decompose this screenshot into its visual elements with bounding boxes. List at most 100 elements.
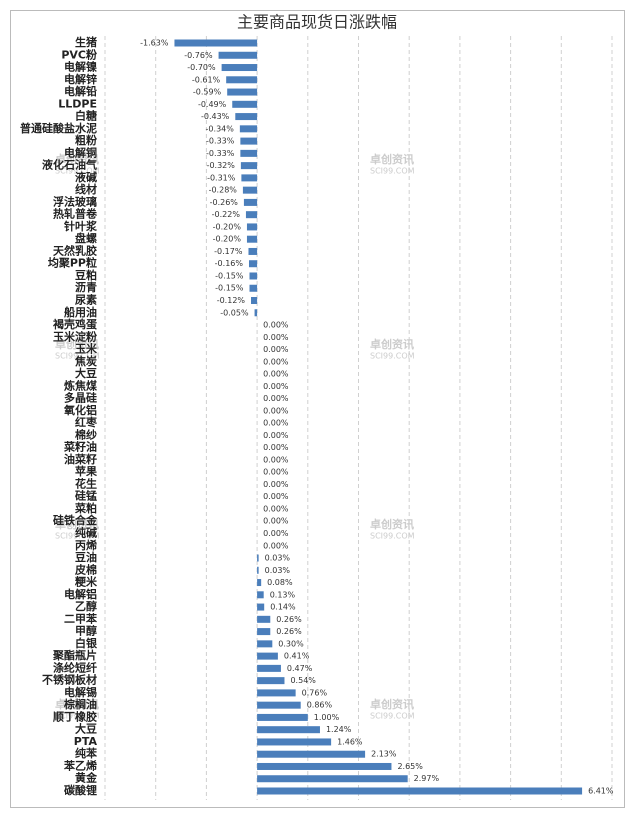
value-label: 0.14%: [270, 603, 296, 612]
y-tick-label: 多晶硅: [64, 391, 97, 405]
bar: [257, 628, 271, 636]
y-tick-label: 尿素: [75, 293, 97, 307]
bar: [249, 272, 258, 280]
y-tick-label: 苯乙烯: [63, 758, 97, 772]
watermark: SCI99.COM: [370, 712, 415, 721]
value-label: 0.08%: [267, 578, 293, 587]
bar: [257, 652, 278, 660]
bar: [221, 64, 258, 72]
watermark: SCI99.COM: [55, 167, 100, 176]
watermark: SCI99.COM: [370, 352, 415, 361]
value-label: 2.97%: [414, 774, 440, 783]
y-tick-label: 粳米: [74, 575, 98, 589]
y-tick-label: 粗粉: [75, 133, 97, 147]
value-label: 0.86%: [307, 701, 333, 710]
bar: [257, 664, 281, 672]
y-tick-label: 船用油: [64, 305, 97, 319]
y-tick-label: 天然乳胶: [53, 243, 97, 257]
value-label: 0.00%: [263, 455, 289, 464]
value-label: 0.00%: [263, 468, 289, 477]
bar: [248, 247, 258, 255]
y-tick-label: 大豆: [75, 366, 97, 380]
y-tick-label: 黄金: [75, 771, 98, 785]
value-label: -0.59%: [193, 88, 222, 97]
watermark: SCI99.COM: [55, 352, 100, 361]
bar: [254, 309, 258, 317]
watermark: SCI99.COM: [370, 167, 415, 176]
value-label: 0.41%: [284, 652, 310, 661]
y-tick-label: 纯苯: [75, 746, 98, 760]
value-label: 0.00%: [263, 406, 289, 415]
bar: [257, 775, 408, 783]
value-label: -0.28%: [209, 186, 238, 195]
chart-title: 主要商品现货日涨跌幅: [237, 13, 397, 32]
value-label: 0.26%: [276, 615, 302, 624]
value-label: 0.30%: [278, 639, 304, 648]
watermark: SCI99.COM: [55, 532, 100, 541]
value-label: -0.76%: [184, 51, 213, 60]
bar: [257, 615, 271, 623]
bar: [240, 149, 258, 157]
value-label: -0.15%: [215, 284, 244, 293]
y-tick-label: LLDPE: [58, 97, 97, 110]
y-tick-label: 电解镍: [64, 60, 97, 74]
bar: [226, 76, 258, 84]
bar: [243, 198, 258, 206]
y-tick-label: 豆粕: [75, 268, 97, 282]
value-label: 0.00%: [263, 504, 289, 513]
y-tick-label: 电解铜: [64, 145, 97, 159]
value-label: 0.00%: [263, 443, 289, 452]
y-tick-label: 碳酸锂: [64, 783, 97, 797]
value-label: 1.00%: [314, 713, 340, 722]
value-label: -0.20%: [213, 235, 242, 244]
y-tick-label: 热轧普卷: [53, 207, 98, 221]
y-tick-label: 玉米: [75, 342, 98, 356]
bar: [246, 235, 258, 243]
y-tick-label: 大豆: [75, 722, 97, 736]
value-label: -0.33%: [206, 137, 235, 146]
y-tick-label: 白糖: [75, 109, 97, 123]
y-tick-label: 豆油: [75, 550, 97, 564]
y-tick-label: PVC粉: [61, 47, 97, 61]
watermark: SCI99.COM: [370, 532, 415, 541]
value-label: 0.00%: [263, 382, 289, 391]
y-tick-label: 甲醇: [75, 624, 97, 638]
value-label: 0.00%: [263, 333, 289, 342]
watermark: 卓创资讯: [370, 337, 414, 351]
y-tick-label: 针叶浆: [64, 219, 98, 233]
y-tick-label: 褐壳鸡蛋: [52, 317, 98, 331]
value-label: 1.24%: [326, 725, 352, 734]
watermark: 卓创资讯: [370, 697, 414, 711]
y-tick-label: 液碱: [75, 170, 97, 184]
value-label: 0.00%: [263, 345, 289, 354]
bar: [227, 88, 258, 96]
value-label: -0.16%: [215, 259, 244, 268]
y-tick-label: 棉纱: [75, 427, 97, 441]
y-tick-label: 硅锰: [75, 489, 97, 503]
value-label: 0.03%: [265, 554, 291, 563]
value-label: -0.15%: [215, 271, 244, 280]
bar: [257, 554, 259, 562]
bar: [245, 211, 258, 219]
y-tick-label: 涤纶短纤: [53, 660, 97, 674]
bar: [235, 113, 258, 121]
value-label: 0.54%: [290, 676, 316, 685]
watermark: 卓创资讯: [55, 337, 99, 351]
value-label: -0.20%: [213, 222, 242, 231]
y-tick-label: 菜粕: [74, 501, 97, 515]
value-label: -1.63%: [140, 39, 169, 48]
y-tick-label: 油菜籽: [64, 452, 97, 466]
value-label: 0.00%: [263, 541, 289, 550]
y-tick-label: 乙醇: [75, 599, 97, 613]
y-tick-label: 顺丁橡胶: [53, 709, 97, 723]
value-label: 0.00%: [263, 517, 289, 526]
bar: [257, 762, 392, 770]
y-tick-label: 硅铁合金: [53, 513, 98, 527]
bar: [257, 603, 265, 611]
value-label: -0.33%: [206, 149, 235, 158]
value-label: 0.03%: [265, 566, 291, 575]
y-tick-label: 电解锡: [64, 685, 97, 699]
value-label: 0.76%: [302, 688, 328, 697]
value-label: 0.00%: [263, 431, 289, 440]
bar: [249, 284, 258, 292]
